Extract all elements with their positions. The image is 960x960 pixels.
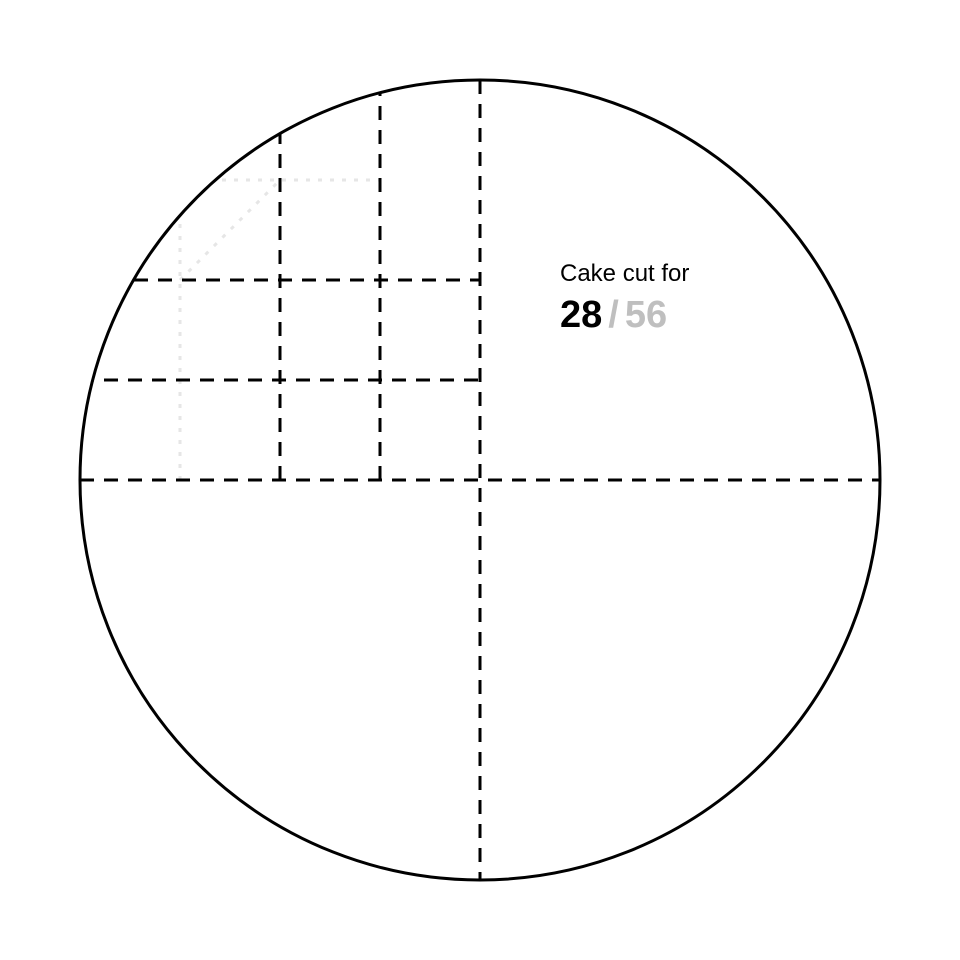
servings-label: Cake cut for 28/56 — [560, 260, 689, 337]
cut-line-light-2 — [180, 180, 280, 280]
diagram-svg — [0, 0, 960, 960]
servings-label-numbers: 28/56 — [560, 294, 689, 337]
servings-primary-number: 28 — [560, 294, 602, 336]
servings-label-title: Cake cut for — [560, 260, 689, 288]
servings-separator: / — [608, 294, 619, 336]
servings-secondary-number: 56 — [625, 294, 667, 336]
cake-cut-diagram: Cake cut for 28/56 — [0, 0, 960, 960]
